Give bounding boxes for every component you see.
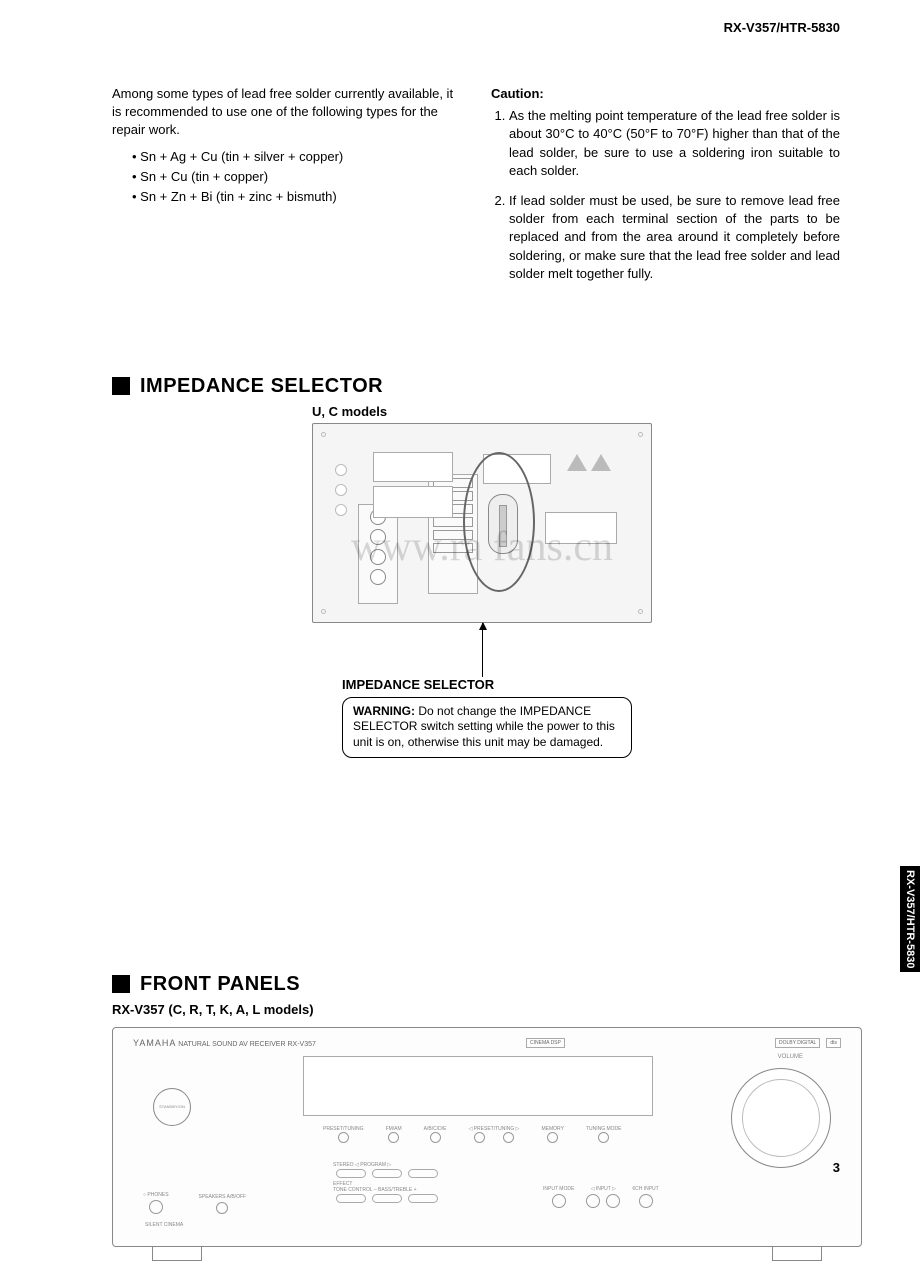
rear-jack [335,484,347,496]
mid-button: MEMORY [542,1126,564,1145]
solder-type-item: Sn + Ag + Cu (tin + silver + copper) [132,148,461,166]
mid-button: PRESET/TUNING [323,1126,364,1145]
intro-columns: Among some types of lead free solder cur… [112,85,840,295]
caution-list: As the melting point temperature of the … [491,107,840,283]
front-section-title: FRONT PANELS [112,973,840,996]
solder-type-item: Sn + Zn + Bi (tin + zinc + bismuth) [132,188,461,206]
caution-item: As the melting point temperature of the … [509,107,840,180]
side-tab: RX-V357/HTR-5830 [900,866,920,972]
section-square-icon [112,377,130,395]
rear-caution-triangles [567,454,611,471]
header-model: RX-V357/HTR-5830 [112,20,840,35]
front-lower-row: ○ PHONES SPEAKERS A/B/OFF [143,1192,691,1216]
front-sub: RX-V357 (C, R, T, K, A, L models) [112,1002,840,1017]
front-panels-section: FRONT PANELS RX-V357 (C, R, T, K, A, L m… [112,973,840,1247]
screw-icon [638,432,643,437]
mid-button: ◁ PRESET/TUNING ▷ [468,1126,519,1145]
volume-label: VOLUME [778,1054,803,1060]
arrow-line [482,623,483,677]
speakers-section: SPEAKERS A/B/OFF [199,1194,247,1216]
rear-panel-diagram [312,423,652,623]
brand-logo: YAMAHA [133,1038,176,1048]
center-badge-area: CINEMA DSP [526,1038,565,1048]
mid-button-row: PRESET/TUNING FM/AM A/B/C/D/E ◁ PRESET/T… [323,1126,621,1145]
solder-type-item: Sn + Cu (tin + copper) [132,168,461,186]
mid-button: A/B/C/D/E [424,1126,447,1145]
mid-button: FM/AM [386,1126,402,1145]
caution-item: If lead solder must be used, be sure to … [509,192,840,283]
impedance-sub: U, C models [312,404,840,419]
screw-icon [321,609,326,614]
intro-left-col: Among some types of lead free solder cur… [112,85,461,295]
page-number: 3 [833,1160,840,1175]
phones-section: ○ PHONES [143,1192,169,1216]
rear-info-label [545,512,617,544]
impedance-diagram-container: www.ra fans.cn IMPEDANCE SELECTOR WARNIN… [312,423,652,623]
brand-desc: NATURAL SOUND AV RECEIVER RX-V357 [178,1041,316,1048]
front-panel-foot [772,1247,822,1261]
front-panel-foot [152,1247,202,1261]
standby-button: STANDBY/ON [153,1088,191,1126]
rear-jack [335,504,347,516]
impedance-warning-box: WARNING: Do not change the IMPEDANCE SEL… [342,697,632,758]
speaker-terminals [358,504,398,604]
warning-title: WARNING: [353,704,415,718]
front-display [303,1056,653,1116]
impedance-selector-label: IMPEDANCE SELECTOR [342,677,494,692]
rear-warning-label [373,486,453,518]
solder-types-list: Sn + Ag + Cu (tin + silver + copper) Sn … [112,148,461,207]
intro-right-col: Caution: As the melting point temperatur… [491,85,840,295]
cinema-badge: CINEMA DSP [526,1038,565,1048]
screw-icon [321,432,326,437]
front-panel-diagram: YAMAHA NATURAL SOUND AV RECEIVER RX-V357… [112,1027,862,1247]
right-badges: DOLBY DIGITAL dts [775,1038,841,1048]
silent-cinema-label: SILENT CINEMA [145,1222,183,1228]
solder-intro: Among some types of lead free solder cur… [112,85,461,140]
brand-row: YAMAHA NATURAL SOUND AV RECEIVER RX-V357 [133,1038,316,1048]
mid-button: TUNING MODE [586,1126,622,1145]
rear-jack [335,464,347,476]
section-square-icon [112,975,130,993]
impedance-section-title: IMPEDANCE SELECTOR [112,375,840,398]
screw-icon [638,609,643,614]
front-title: FRONT PANELS [140,973,300,996]
impedance-selector-switch [488,494,518,554]
front-top-row: YAMAHA NATURAL SOUND AV RECEIVER RX-V357… [133,1038,841,1048]
rear-warning-label [373,452,453,482]
caution-heading: Caution: [491,85,840,103]
dolby-badge: DOLBY DIGITAL [775,1038,820,1048]
dts-badge: dts [826,1038,841,1048]
volume-knob [731,1068,831,1168]
impedance-title: IMPEDANCE SELECTOR [140,375,383,398]
front-panel-wrapper: YAMAHA NATURAL SOUND AV RECEIVER RX-V357… [112,1027,862,1247]
